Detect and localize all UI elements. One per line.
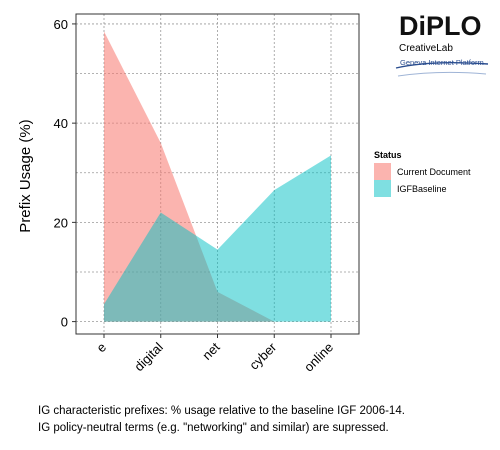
y-tick-label: 0 [61, 315, 68, 330]
x-tick-label: cyber [246, 339, 280, 373]
legend-title: Status [374, 150, 402, 160]
y-tick-label: 60 [54, 17, 68, 32]
logo-underline [397, 71, 487, 77]
caption-line-1: IG characteristic prefixes: % usage rela… [38, 405, 405, 417]
x-tick-label: e [93, 340, 109, 356]
caption-line-2: IG policy-neutral terms (e.g. "networkin… [38, 422, 389, 434]
logo-name: DiPLO [399, 11, 482, 41]
legend: Status Current Document IGFBaseline [374, 150, 471, 197]
y-axis-title: Prefix Usage (%) [17, 119, 34, 232]
y-tick-label: 20 [54, 215, 68, 230]
logo-tagline: Geneva Internet Platform [400, 58, 484, 67]
legend-swatch-current-document [374, 163, 391, 180]
logo-swoosh-icon [395, 61, 489, 69]
legend-label-current-document: Current Document [397, 167, 471, 177]
x-tick-label: net [199, 339, 223, 363]
diplo-logo: DiPLO CreativeLab Geneva Internet Platfo… [395, 11, 489, 77]
y-tick-label: 40 [54, 116, 68, 131]
legend-label-igf-baseline: IGFBaseline [397, 184, 447, 194]
x-tick-label: online [301, 340, 336, 375]
area-igf-baseline [104, 155, 331, 322]
logo-subtitle: CreativeLab [399, 43, 453, 54]
x-tick-label: digital [131, 339, 166, 374]
legend-swatch-igf-baseline [374, 180, 391, 197]
